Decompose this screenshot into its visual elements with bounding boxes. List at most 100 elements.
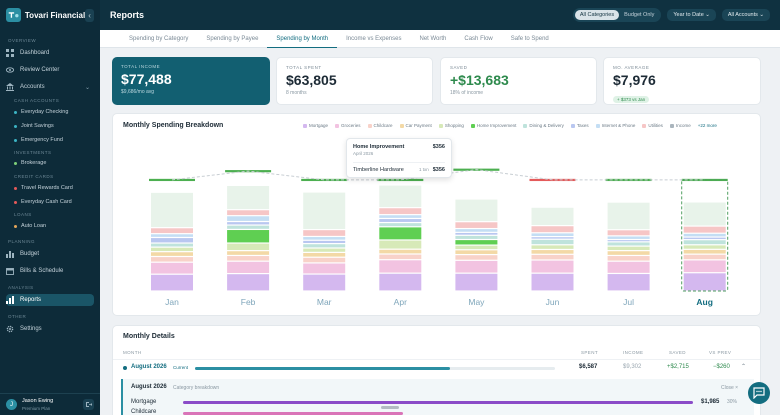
legend-more-link[interactable]: +22 more	[697, 123, 717, 128]
bar-segment	[455, 235, 498, 239]
change-badge: + $373 vs Jan	[613, 96, 650, 103]
bar-segment	[303, 240, 346, 244]
bar-segment	[151, 257, 193, 262]
account-brokerage[interactable]: Brokerage	[14, 160, 46, 166]
card-label: TOTAL SPENT	[286, 65, 322, 70]
card-total-spent: TOTAL SPENT $63,805 8 months	[276, 57, 433, 105]
section-investments: INVESTMENTS	[14, 150, 52, 155]
bar-segment	[531, 226, 574, 233]
sidebar-item-budget[interactable]: Budget	[6, 248, 94, 260]
bar-segment	[607, 236, 650, 239]
bar-segment	[607, 261, 650, 273]
x-tick-label: Jan	[165, 297, 179, 307]
collapse-sidebar-button[interactable]: ‹	[85, 8, 94, 22]
bar-segment	[151, 247, 193, 252]
breakdown-item-pct: 30%	[727, 399, 738, 405]
bar-segment	[151, 262, 193, 274]
bar-segment	[227, 274, 270, 291]
sidebar-item-label: Reports	[20, 297, 42, 303]
legend-item[interactable]: Shopping	[438, 123, 464, 128]
legend-item[interactable]: Internet & Phone	[595, 123, 635, 128]
legend-swatch	[642, 123, 647, 128]
legend-item[interactable]: Dining & Delivery	[523, 123, 564, 128]
accounts-dropdown[interactable]: All Accounts ⌄	[721, 9, 770, 21]
chevron-up-icon[interactable]: ⌃	[741, 364, 747, 370]
chat-button[interactable]	[748, 382, 770, 404]
logout-button[interactable]	[83, 399, 94, 410]
account-everyday-checking[interactable]: Everyday Checking	[14, 109, 68, 115]
bar-segment	[227, 222, 270, 225]
details-title: Monthly Details	[123, 333, 175, 340]
sidebar-item-bills[interactable]: Bills & Schedule	[6, 265, 94, 277]
bar-segment	[151, 252, 193, 256]
close-breakdown-button[interactable]: Close ×	[721, 385, 739, 391]
filter-budget-only[interactable]: Budget Only	[624, 12, 655, 18]
bar-segment	[303, 237, 346, 240]
bar-segment	[227, 230, 270, 243]
section-overview: OVERVIEW	[8, 38, 37, 43]
bar-remainder	[531, 207, 574, 226]
legend-item[interactable]: Utilities	[642, 123, 663, 128]
account-emergency-fund[interactable]: Emergency Fund	[14, 137, 63, 143]
tab-net-worth[interactable]: Net Worth	[419, 36, 447, 42]
bar-segment	[607, 246, 650, 251]
bar-segment	[303, 257, 346, 263]
tab-income-vs-expenses[interactable]: Income vs Expenses	[346, 36, 402, 42]
legend-item[interactable]: Mortgage	[303, 123, 328, 128]
legend-item[interactable]: Groceries	[335, 123, 361, 128]
tab-spending-by-payee[interactable]: Spending by Payee	[206, 36, 259, 42]
card-sub: 18% of income	[450, 90, 484, 96]
section-credit-cards: CREDIT CARDS	[14, 174, 54, 179]
bar-segment	[607, 274, 650, 291]
sidebar-item-reports[interactable]: Reports	[6, 294, 94, 306]
bar-remainder	[303, 192, 346, 229]
bar-segment	[607, 242, 650, 246]
user-profile[interactable]: J Jason Ewing Premium Plan	[0, 393, 100, 415]
account-label: Travel Rewards Card	[21, 185, 73, 191]
tab-cash-flow[interactable]: Cash Flow	[464, 36, 493, 42]
account-everyday-cash[interactable]: Everyday Cash Card	[14, 199, 72, 205]
legend-item[interactable]: Income	[669, 123, 691, 128]
legend-item[interactable]: Childcare	[367, 123, 393, 128]
sidebar-item-label: Review Center	[20, 67, 60, 73]
date-range-dropdown[interactable]: Year to Date ⌄	[667, 9, 716, 21]
sidebar-item-label: Bills & Schedule	[20, 268, 64, 274]
sidebar-item-label: Dashboard	[20, 50, 50, 56]
bar-segment	[683, 233, 726, 237]
section-loans: LOANS	[14, 212, 32, 217]
table-row[interactable]: August 2026 Current $6,587 $9,302 +$2,71…	[113, 361, 760, 377]
x-tick-label: May	[468, 297, 485, 307]
tab-spending-by-month[interactable]: Spending by Month	[267, 30, 338, 48]
income-marker	[149, 178, 195, 182]
x-tick-label: Jun	[546, 297, 560, 307]
breakdown-item-label: Childcare	[131, 409, 157, 415]
legend-item[interactable]: Home Improvement	[470, 123, 516, 128]
bar-segment	[455, 229, 498, 232]
scroll-handle[interactable]	[381, 406, 399, 409]
tab-safe-to-spend[interactable]: Safe to Spend	[510, 36, 549, 42]
tab-spending-by-category[interactable]: Spending by Category	[129, 36, 189, 42]
account-dot-icon	[14, 200, 17, 204]
filter-all-categories[interactable]: All Categories	[574, 10, 620, 20]
chart-legend: Mortgage Groceries Childcare Car Payment Sho…	[303, 123, 724, 128]
account-travel-rewards[interactable]: Travel Rewards Card	[14, 185, 73, 191]
sidebar-item-settings[interactable]: Settings	[6, 323, 94, 335]
bar-segment	[455, 222, 498, 228]
bar-segment	[531, 260, 574, 273]
chevron-down-icon: ⌄	[84, 84, 90, 91]
user-plan: Premium Plan	[22, 405, 51, 411]
chart-title: Monthly Spending Breakdown	[123, 122, 224, 129]
sidebar: Tovari Financial ‹ OVERVIEW Dashboard Re…	[0, 0, 100, 415]
legend-item[interactable]: Taxes	[570, 123, 589, 128]
bar-segment	[531, 233, 574, 236]
col-spent: SPENT	[581, 350, 599, 355]
account-auto-loan[interactable]: Auto Loan	[14, 223, 46, 229]
spend-bar-track	[195, 367, 555, 370]
sidebar-item-accounts[interactable]: Accounts ⌄	[6, 81, 94, 93]
sidebar-item-review[interactable]: Review Center	[6, 64, 94, 76]
account-joint-savings[interactable]: Joint Savings	[14, 123, 54, 129]
bar-remainder	[607, 202, 650, 230]
sidebar-item-dashboard[interactable]: Dashboard	[6, 47, 94, 59]
card-value: $7,976	[613, 72, 656, 88]
legend-item[interactable]: Car Payment	[399, 123, 432, 128]
